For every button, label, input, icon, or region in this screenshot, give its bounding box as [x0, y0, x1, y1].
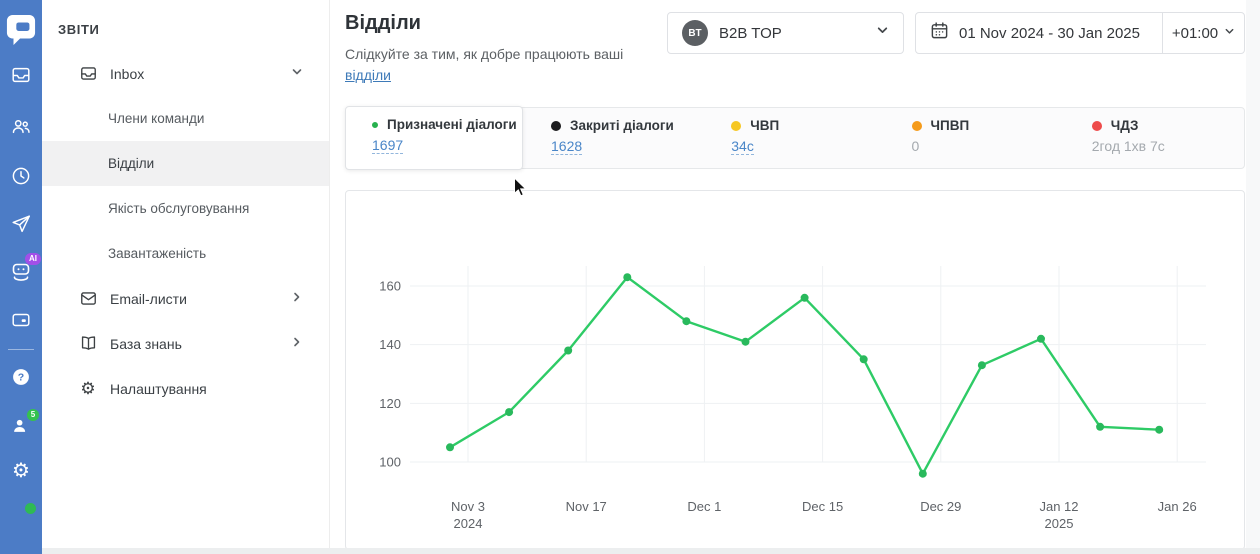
svg-text:Jan 12: Jan 12 — [1039, 499, 1078, 514]
timezone-dropdown[interactable]: +01:00 — [1162, 13, 1244, 53]
svg-text:Dec 15: Dec 15 — [802, 499, 843, 514]
svg-text:Dec 29: Dec 29 — [920, 499, 961, 514]
svg-text:100: 100 — [379, 455, 401, 470]
assigned-dialogs-line-chart[interactable]: 100 120 140 160 Nov 3 2024 Nov 17 Dec 1 Dec 15 De… — [346, 191, 1244, 549]
team-selector-label: B2B TOP — [719, 24, 782, 42]
metric-value-link[interactable]: 34с — [731, 138, 754, 155]
chevron-down-icon — [1224, 24, 1235, 42]
envelope-icon — [78, 289, 98, 309]
book-icon — [78, 334, 98, 354]
sidebar-item-workload[interactable]: Завантаженість — [108, 246, 207, 261]
horizontal-scrollbar-track[interactable] — [42, 548, 1260, 554]
metric-closed-dialogs[interactable]: Закриті діалоги 1628 — [551, 118, 674, 155]
sidebar-item-departments[interactable]: Відділи — [42, 141, 329, 186]
reports-sidebar: ЗВІТИ Inbox Члени команди Відділ — [42, 0, 330, 554]
svg-text:?: ? — [18, 372, 24, 384]
svg-text:2025: 2025 — [1045, 516, 1074, 531]
departments-link[interactable]: відділи — [345, 67, 391, 83]
sidebar-item-inbox[interactable]: Inbox — [42, 51, 329, 96]
metric-assigned-dialogs[interactable]: Призначені діалоги 1697 — [345, 106, 523, 170]
inbox-icon[interactable] — [0, 64, 42, 86]
chevron-down-icon — [876, 24, 889, 42]
svg-text:140: 140 — [379, 337, 401, 352]
ai-badge: AI — [25, 253, 41, 265]
date-range-picker[interactable]: 01 Nov 2024 - 30 Jan 2025 — [916, 13, 1162, 53]
sidebar-section-title: ЗВІТИ — [58, 22, 100, 37]
svg-text:Dec 1: Dec 1 — [687, 499, 721, 514]
sidebar-item-label: Inbox — [110, 65, 145, 82]
help-icon[interactable]: ? — [0, 366, 42, 388]
timezone-value: +01:00 — [1171, 24, 1219, 42]
online-status-dot — [25, 503, 36, 514]
metric-dot — [731, 120, 742, 131]
page-subtitle: Слідкуйте за тим, як добре працюють ваші… — [345, 46, 624, 83]
calendar-icon — [930, 21, 949, 45]
metric-value: 0 — [911, 138, 920, 154]
ai-bot-icon[interactable]: AI — [0, 253, 42, 283]
svg-text:Nov 17: Nov 17 — [566, 499, 607, 514]
metric-dot — [372, 121, 378, 128]
campaigns-send-icon[interactable] — [0, 213, 42, 235]
metrics-bar: Призначені діалоги 1697 Закриті діалоги … — [345, 106, 1245, 170]
team-selector-dropdown[interactable]: BT B2B TOP — [667, 12, 904, 54]
date-range-value: 01 Nov 2024 - 30 Jan 2025 — [959, 24, 1140, 42]
svg-text:120: 120 — [379, 396, 401, 411]
sidebar-item-service-quality[interactable]: Якість обслуговування — [108, 201, 250, 216]
metric-dot — [1091, 120, 1102, 131]
metric-chpvp[interactable]: ЧПВП 0 — [911, 118, 970, 154]
metric-dot — [911, 120, 922, 131]
team-avatar: BT — [682, 20, 708, 46]
main-content: Відділи Слідкуйте за тим, як добре працю… — [330, 0, 1260, 554]
date-range-control: 01 Nov 2024 - 30 Jan 2025 +01:00 — [915, 12, 1245, 54]
chevron-right-icon — [291, 335, 303, 353]
sidebar-item-knowledge-base[interactable]: База знань — [42, 321, 329, 366]
metric-chdz[interactable]: ЧДЗ 2год 1хв 7с — [1091, 118, 1165, 154]
team-members-icon[interactable] — [0, 115, 42, 137]
teammates-count-badge: 5 — [27, 409, 39, 421]
vertical-scrollbar-track[interactable] — [1246, 0, 1260, 554]
svg-text:2024: 2024 — [454, 516, 483, 531]
page-header: Відділи Слідкуйте за тим, як добре працю… — [345, 0, 1245, 86]
icon-rail: AI ? 5 ⚙ — [0, 0, 42, 554]
gear-icon: ⚙ — [80, 378, 96, 398]
chevron-right-icon — [291, 290, 303, 308]
sidebar-item-team-members[interactable]: Члени команди — [108, 111, 205, 126]
metric-dot — [551, 120, 561, 131]
svg-text:Nov 3: Nov 3 — [451, 499, 485, 514]
reports-clock-icon[interactable] — [0, 165, 42, 187]
svg-text:160: 160 — [379, 279, 401, 294]
metric-value-link[interactable]: 1628 — [551, 138, 583, 155]
settings-gear-icon[interactable]: ⚙ — [12, 460, 30, 482]
svg-text:Jan 26: Jan 26 — [1158, 499, 1197, 514]
rail-divider — [8, 349, 34, 350]
metric-value-link[interactable]: 1697 — [372, 137, 404, 154]
app-logo-icon[interactable] — [0, 12, 42, 48]
board-card-icon[interactable] — [0, 309, 42, 331]
metric-chvp[interactable]: ЧВП 34с — [731, 118, 780, 155]
sidebar-item-email[interactable]: Email-листи — [42, 276, 329, 321]
sidebar-item-settings[interactable]: ⚙ Налаштування — [42, 366, 329, 411]
page-title: Відділи — [345, 12, 421, 34]
inbox-icon — [78, 64, 98, 84]
chevron-down-icon — [291, 65, 303, 83]
teammates-icon[interactable]: 5 — [0, 409, 42, 436]
line-chart-card: 100 120 140 160 Nov 3 2024 Nov 17 Dec 1 Dec 15 De… — [345, 190, 1245, 550]
metric-value: 2год 1хв 7с — [1091, 138, 1165, 154]
